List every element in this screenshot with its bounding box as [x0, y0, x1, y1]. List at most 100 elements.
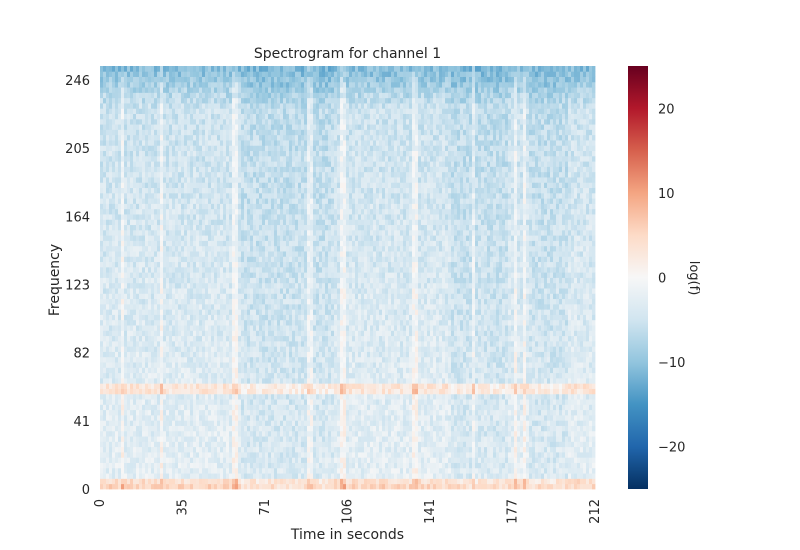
heatmap-cell: [130, 335, 134, 342]
heatmap-cell: [379, 462, 383, 469]
heatmap-cell: [574, 483, 578, 490]
heatmap-cell: [574, 441, 578, 448]
heatmap-cell: [409, 451, 413, 458]
heatmap-cell: [199, 414, 203, 421]
heatmap-cell: [580, 377, 584, 384]
heatmap-cell: [325, 399, 329, 405]
heatmap-cell: [220, 330, 224, 337]
heatmap-cell: [388, 425, 392, 432]
heatmap-cell: [520, 425, 524, 432]
heatmap-cell: [460, 467, 464, 474]
heatmap-cell: [484, 367, 488, 374]
heatmap-cell: [142, 446, 146, 453]
heatmap-cell: [577, 436, 581, 442]
heatmap-cell: [286, 367, 290, 374]
heatmap-cell: [307, 383, 311, 389]
heatmap-cell: [460, 436, 464, 442]
heatmap-cell: [322, 393, 326, 400]
heatmap-cell: [502, 399, 506, 405]
heatmap-cell: [469, 393, 473, 400]
heatmap-cell: [232, 473, 236, 479]
heatmap-cell: [475, 330, 479, 337]
heatmap-cell: [550, 393, 554, 400]
heatmap-cell: [178, 383, 182, 389]
heatmap-cell: [148, 383, 152, 389]
heatmap-cell: [241, 414, 245, 421]
heatmap-cell: [559, 441, 563, 448]
heatmap-cell: [187, 377, 191, 384]
heatmap-cell: [190, 436, 194, 442]
heatmap-cell: [316, 356, 320, 363]
heatmap-cell: [574, 430, 578, 437]
heatmap-cell: [430, 441, 434, 448]
heatmap-cell: [589, 409, 593, 416]
heatmap-cell: [553, 436, 557, 442]
heatmap-cell: [115, 346, 119, 352]
heatmap-cell: [427, 335, 431, 342]
heatmap-cell: [445, 330, 449, 337]
heatmap-cell: [229, 383, 233, 389]
heatmap-cell: [142, 478, 146, 485]
heatmap-cell: [298, 409, 302, 416]
heatmap-cell: [469, 478, 473, 485]
heatmap-cell: [523, 393, 527, 400]
heatmap-cell: [571, 393, 575, 400]
heatmap-cell: [514, 383, 518, 389]
heatmap-cell: [511, 383, 515, 389]
heatmap-cell: [172, 362, 176, 368]
heatmap-cell: [589, 340, 593, 347]
heatmap-cell: [499, 436, 503, 442]
heatmap-cell: [562, 436, 566, 442]
heatmap-cell: [469, 425, 473, 432]
heatmap-cell: [157, 409, 161, 416]
heatmap-cell: [565, 483, 569, 490]
heatmap-cell: [247, 420, 251, 426]
heatmap-cell: [280, 388, 284, 395]
heatmap-cell: [418, 420, 422, 426]
heatmap-cell: [319, 404, 323, 411]
heatmap-cell: [109, 457, 113, 463]
heatmap-cell: [217, 451, 221, 458]
heatmap-cell: [157, 362, 161, 368]
heatmap-cell: [535, 383, 539, 389]
heatmap-cell: [166, 335, 170, 342]
heatmap-cell: [394, 340, 398, 347]
heatmap-cell: [286, 462, 290, 469]
heatmap-cell: [514, 430, 518, 437]
heatmap-cell: [277, 335, 281, 342]
heatmap-cell: [370, 372, 374, 379]
heatmap-cell: [265, 362, 269, 368]
heatmap-cell: [460, 441, 464, 448]
heatmap-cell: [523, 446, 527, 453]
heatmap-cell: [520, 346, 524, 352]
heatmap-cell: [355, 367, 359, 374]
heatmap-cell: [562, 467, 566, 474]
heatmap-cell: [217, 467, 221, 474]
heatmap-cell: [232, 335, 236, 342]
heatmap-cell: [586, 393, 590, 400]
heatmap-cell: [196, 330, 200, 337]
heatmap-cell: [478, 420, 482, 426]
heatmap-cell: [175, 409, 179, 416]
heatmap-cell: [358, 404, 362, 411]
heatmap-cell: [208, 425, 212, 432]
heatmap-cell: [361, 383, 365, 389]
heatmap-cell: [397, 340, 401, 347]
heatmap-cell: [337, 409, 341, 416]
heatmap-cell: [349, 420, 353, 426]
heatmap-cell: [550, 425, 554, 432]
heatmap-cell: [136, 388, 140, 395]
heatmap-cell: [394, 425, 398, 432]
heatmap-cell: [337, 393, 341, 400]
heatmap-cell: [514, 451, 518, 458]
heatmap-cell: [352, 367, 356, 374]
heatmap-cell: [517, 356, 521, 363]
heatmap-cell: [466, 462, 470, 469]
heatmap-cell: [559, 335, 563, 342]
heatmap-cell: [289, 383, 293, 389]
heatmap-cell: [235, 393, 239, 400]
heatmap-cell: [178, 467, 182, 474]
heatmap-cell: [517, 473, 521, 479]
heatmap-cell: [244, 473, 248, 479]
heatmap-cell: [208, 330, 212, 337]
